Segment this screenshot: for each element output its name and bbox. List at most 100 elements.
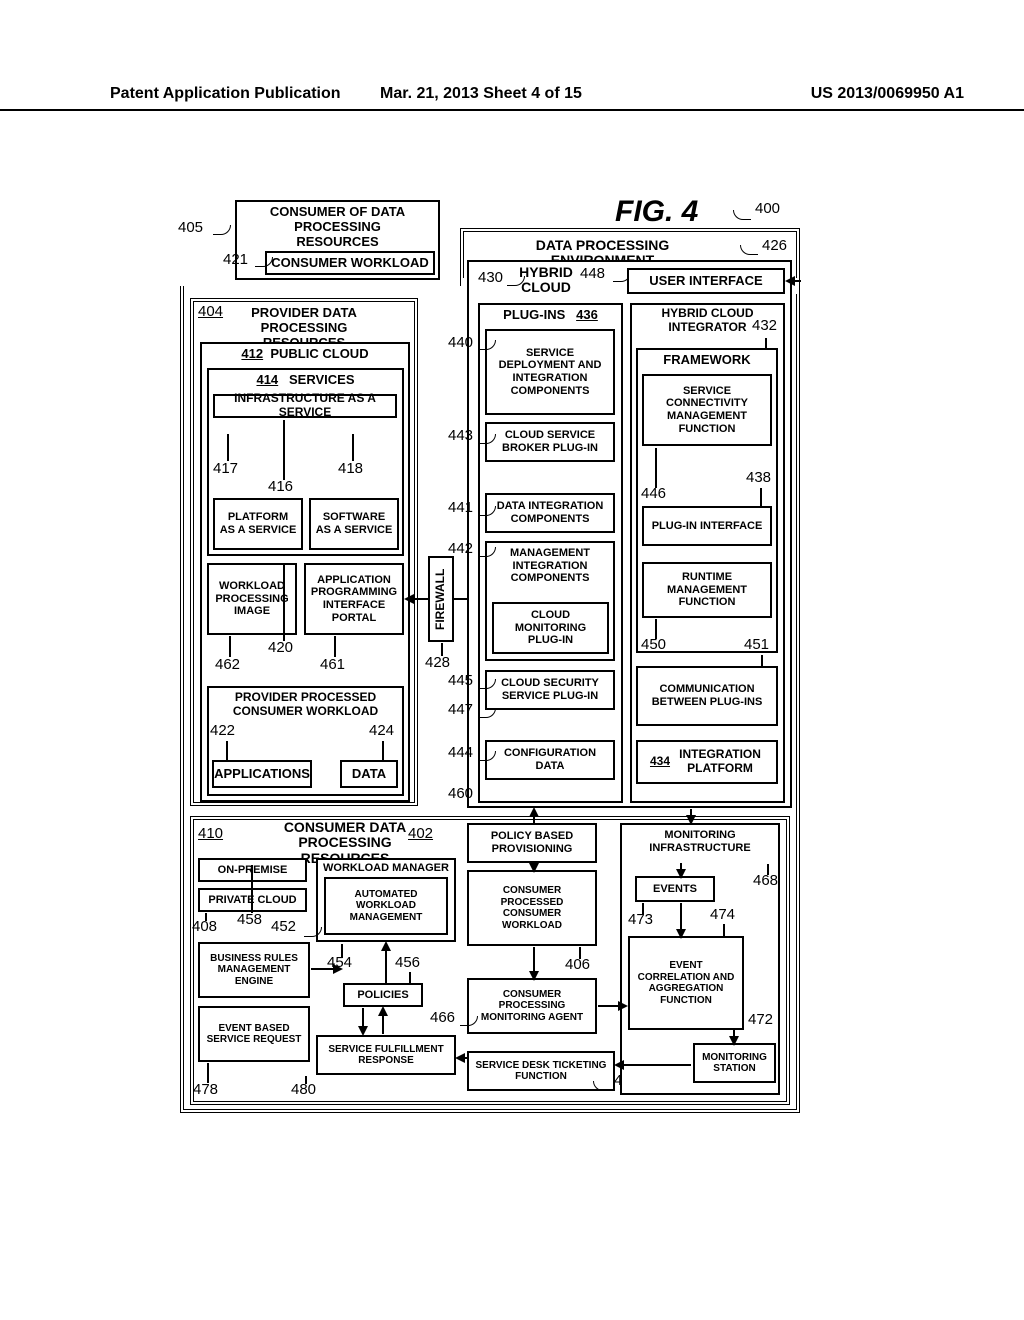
ref-412: 412 [241,346,263,361]
consumer-of-data-label: CONSUMER OF DATA PROCESSING RESOURCES [258,205,418,250]
arrow [616,1064,691,1066]
ref-420: 420 [268,640,293,657]
ref-446: 446 [641,486,666,503]
paas-label: PLATFORM AS A SERVICE [219,511,297,536]
wpi-label: WORKLOAD PROCESSING IMAGE [213,580,291,618]
page-header: Patent Application Publication Mar. 21, … [0,85,1024,111]
ref-400: 400 [755,201,780,218]
arrow [680,903,682,937]
leader [226,741,228,760]
leader [382,741,384,760]
events-label: EVENTS [653,883,697,896]
dic-label: DATA INTEGRATION COMPONENTS [491,500,609,525]
ref-466: 466 [430,1010,455,1027]
cpma-label: CONSUMER PROCESSING MONITORING AGENT [473,989,591,1024]
header-center: Mar. 21, 2013 Sheet 4 of 15 [380,85,582,103]
plugins-label: PLUG-INS [503,307,565,322]
dic-box: DATA INTEGRATION COMPONENTS [485,493,615,533]
ref-436: 436 [576,307,598,322]
leader [205,913,207,921]
leader [305,1076,307,1084]
apps-box: APPLICATIONS [212,760,312,788]
events-box: EVENTS [635,876,715,902]
ref-408: 408 [192,919,217,936]
ref-405: 405 [178,220,203,237]
hybrid-title: HYBRID CLOUD [516,265,576,296]
ref-445: 445 [448,673,473,690]
leader [760,488,762,508]
ecaf-box: EVENT CORRELATION AND AGGREGATION FUNCTI… [628,936,744,1030]
arrow [457,1057,467,1059]
cfg-label: CONFIGURATION DATA [491,747,609,772]
ref-456: 456 [395,955,420,972]
ip-label: INTEGRATION PLATFORM [676,748,764,776]
arrow [362,1008,364,1034]
saas-label: SOFTWARE AS A SERVICE [315,511,393,536]
framework-label: FRAMEWORK [663,353,750,368]
ref-452: 452 [271,919,296,936]
leader [733,210,751,220]
ref-441: 441 [448,500,473,517]
leader [655,448,657,488]
ref-416: 416 [268,479,293,496]
iaas-box: INFRASTRUCTURE AS A SERVICE [213,394,397,418]
ebsr-box: EVENT BASED SERVICE REQUEST [198,1006,310,1062]
firewall-box: FIREWALL [428,556,454,642]
leader [579,947,581,959]
leader [642,903,644,915]
ref-434: 434 [650,755,670,769]
sfr-box: SERVICE FULFILLMENT RESPONSE [316,1035,456,1075]
saas-box: SOFTWARE AS A SERVICE [309,498,399,550]
arrow [690,809,692,823]
leader [441,643,443,656]
ref-428: 428 [425,655,450,672]
ref-443: 443 [448,428,473,445]
arrow [382,1008,384,1034]
ref-402: 402 [408,826,433,843]
cbp-box: COMMUNICATION BETWEEN PLUG-INS [636,666,778,726]
sdtf-box: SERVICE DESK TICKETING FUNCTION [467,1051,615,1091]
ref-432: 432 [752,318,777,335]
ip-box: 434 INTEGRATION PLATFORM [636,740,778,784]
cpma-box: CONSUMER PROCESSING MONITORING AGENT [467,978,597,1034]
api-label: APPLICATION PROGRAMMING INTERFACE PORTAL [310,574,398,625]
consumer-workload-box: CONSUMER WORKLOAD [265,251,435,275]
csbp-label: CLOUD SERVICE BROKER PLUG-IN [491,429,609,454]
ui-label: USER INTERFACE [649,274,762,289]
ref-430: 430 [478,270,503,287]
ms-box: MONITORING STATION [693,1043,776,1083]
arrow [533,863,535,871]
api-box: APPLICATION PROGRAMMING INTERFACE PORTAL [304,563,404,635]
csbp-box: CLOUD SERVICE BROKER PLUG-IN [485,422,615,462]
ref-404: 404 [198,304,223,321]
arrow [733,1030,735,1044]
arrow [533,809,535,823]
arrow [598,1005,626,1007]
leader [229,636,231,657]
ref-442: 442 [448,541,473,558]
ref-480: 480 [291,1082,316,1099]
arrow [533,947,535,979]
ref-414: 414 [256,372,278,387]
awm-label: AUTOMATED WORKLOAD MANAGEMENT [330,889,442,924]
ecaf-label: EVENT CORRELATION AND AGGREGATION FUNCTI… [634,960,738,1006]
ref-426: 426 [762,238,787,255]
ref-448: 448 [580,266,605,283]
pi-box: PLUG-IN INTERFACE [642,506,772,546]
policies-box: POLICIES [343,983,423,1007]
leader [227,434,229,461]
cfg-box: CONFIGURATION DATA [485,740,615,780]
pbp-label: POLICY BASED PROVISIONING [473,830,591,855]
brm-label: BUSINESS RULES MANAGEMENT ENGINE [204,953,304,988]
leader [207,1063,209,1083]
ref-468: 468 [753,873,778,890]
iaas-label: INFRASTRUCTURE AS A SERVICE [219,392,391,420]
pbp-box: POLICY BASED PROVISIONING [467,823,597,863]
wm-label: WORKLOAD MANAGER [323,862,449,875]
ref-462: 462 [215,657,240,674]
cmp-box: CLOUD MONITORING PLUG-IN [492,602,609,654]
data-box: DATA [340,760,398,788]
ref-461: 461 [320,657,345,674]
apps-label: APPLICATIONS [214,767,310,782]
leader [251,865,253,913]
